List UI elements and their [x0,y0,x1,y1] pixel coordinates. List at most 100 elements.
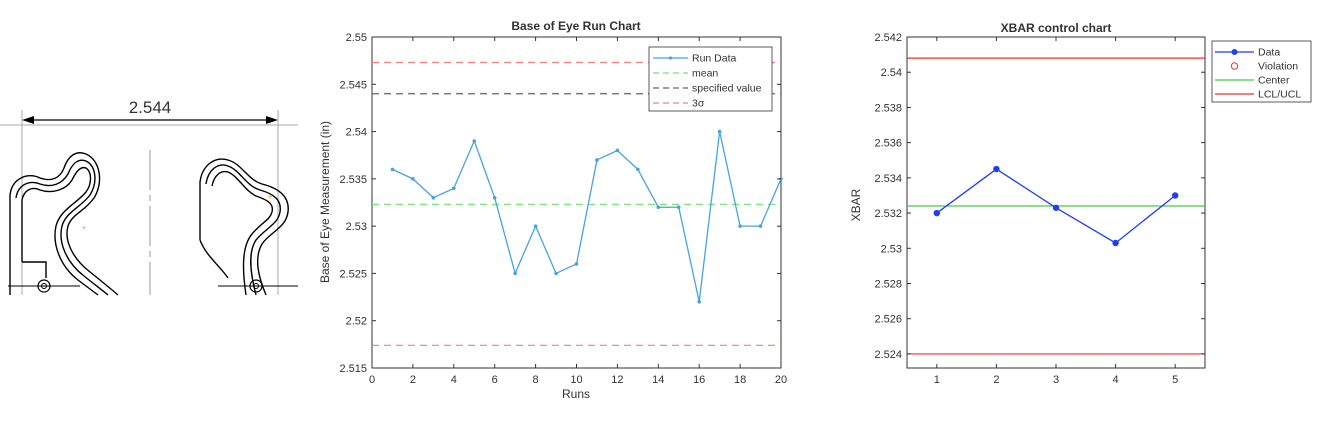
xbar-chart-legend: Data Violation Center LCL/UCL [1211,40,1312,103]
data-point [411,177,415,181]
data-point [656,205,661,210]
xbar-chart-plot-area [906,36,1206,369]
right-centroid-mark: + [267,192,272,202]
y-tick-label: 2.545 [339,79,367,91]
legend-marker-run-data [668,56,673,60]
left-pivot-hole [37,279,51,293]
xbar-chart: 1 2 3 4 5 2.524 2.526 2.528 2.53 2.532 2.534 2.536… [849,21,1312,386]
run-chart-title: Base of Eye Run Chart [511,19,640,33]
data-point [554,271,558,276]
x-tick-label: 5 [1172,374,1178,386]
x-tick-label: 14 [652,374,664,386]
run-chart-ylabel: Base of Eye Measurement (in) [318,121,332,283]
y-tick-label: 2.52 [346,316,367,328]
x-tick-label: 8 [533,374,539,386]
run-chart-series [390,129,783,304]
data-point [1112,239,1119,247]
y-tick-label: 2.528 [874,278,902,290]
xbar-chart-y-ticks: 2.524 2.526 2.528 2.53 2.532 2.534 2.536 2.538 2… [874,32,1205,361]
data-point [513,271,517,276]
data-point [738,224,742,228]
legend-label-3sigma: 3σ [692,98,705,110]
right-pivot-hole [249,279,263,293]
data-point [431,195,436,200]
legend-marker-data [1231,49,1238,55]
right-hook-profile [199,158,289,296]
y-tick-label: 2.55 [346,32,367,44]
x-tick-label: 0 [369,374,375,386]
legend-marker-violation [1230,62,1239,70]
x-tick-label: 16 [693,374,705,386]
y-tick-label: 2.534 [874,173,902,185]
data-point [452,186,456,191]
data-point [1052,204,1060,211]
y-tick-label: 2.538 [874,102,902,114]
engineering-drawing: 2.544 + + [0,98,298,296]
dimension-label: 2.544 [129,98,172,117]
x-tick-label: 18 [734,374,746,386]
xbar-chart-legend-box [1211,40,1312,103]
run-chart-x-ticks: 0 2 4 6 8 10 12 14 16 18 20 [369,37,787,386]
legend-label-center: Center [1258,75,1290,87]
y-tick-label: 2.535 [339,174,367,186]
run-chart: 0 2 4 6 8 10 12 14 16 18 20 2.515 2.52 2.525 2.53 2.53… [318,19,787,401]
legend-label-run-data: Run Data [692,53,737,65]
data-point [390,167,395,172]
series-line [392,131,782,302]
data-point [533,224,538,228]
data-point [697,300,701,304]
x-tick-label: 2 [993,374,999,386]
y-tick-label: 2.542 [874,32,902,44]
legend-label-data: Data [1258,47,1280,59]
right-pivot-inner [253,283,259,289]
y-tick-label: 2.524 [874,349,902,361]
legend-label-lcl-ucl: LCL/UCL [1258,89,1301,101]
arrowhead-left [22,116,34,124]
y-tick-label: 2.515 [339,363,367,375]
x-tick-label: 4 [1113,374,1119,386]
x-tick-label: 20 [775,374,787,386]
data-point [636,167,640,172]
data-point [933,209,940,217]
arrowhead-right [266,116,278,124]
x-tick-label: 4 [451,374,457,386]
y-tick-label: 2.532 [874,208,902,220]
y-tick-label: 2.53 [346,221,367,233]
data-point [595,158,599,162]
data-point [472,139,477,143]
run-chart-legend: Run Data mean specified value 3σ [648,46,773,112]
data-point [676,205,681,210]
x-tick-label: 3 [1053,374,1059,386]
y-tick-label: 2.536 [874,138,902,150]
y-tick-label: 2.525 [339,268,367,280]
run-chart-xlabel: Runs [562,387,590,401]
data-point [717,129,722,134]
data-point [615,148,620,153]
x-tick-label: 2 [410,374,416,386]
x-tick-label: 6 [492,374,498,386]
legend-label-mean: mean [692,68,718,80]
data-point [1172,192,1179,199]
xbar-chart-title: XBAR control chart [1001,21,1112,35]
x-tick-label: 10 [570,374,582,386]
data-point [758,224,763,228]
legend-label-specified-value: specified value [692,83,762,95]
data-point [993,165,1000,173]
legend-label-violation: Violation [1258,61,1298,73]
xbar-chart-ylabel: XBAR [849,188,863,221]
y-tick-label: 2.54 [881,67,902,79]
xbar-chart-series [933,165,1179,247]
x-tick-label: 12 [611,374,623,386]
run-chart-y-ticks: 2.515 2.52 2.525 2.53 2.535 2.54 2.545 2.55 [339,32,781,375]
data-point [492,195,497,200]
left-hook-profile [9,152,119,296]
y-tick-label: 2.54 [346,127,367,139]
left-pivot-inner [41,283,47,289]
x-tick-label: 1 [934,374,940,386]
xbar-chart-x-ticks: 1 2 3 4 5 [934,37,1178,386]
left-centroid-mark: + [81,223,86,233]
y-tick-label: 2.53 [881,243,902,255]
data-point [574,262,579,266]
y-tick-label: 2.526 [874,314,902,326]
